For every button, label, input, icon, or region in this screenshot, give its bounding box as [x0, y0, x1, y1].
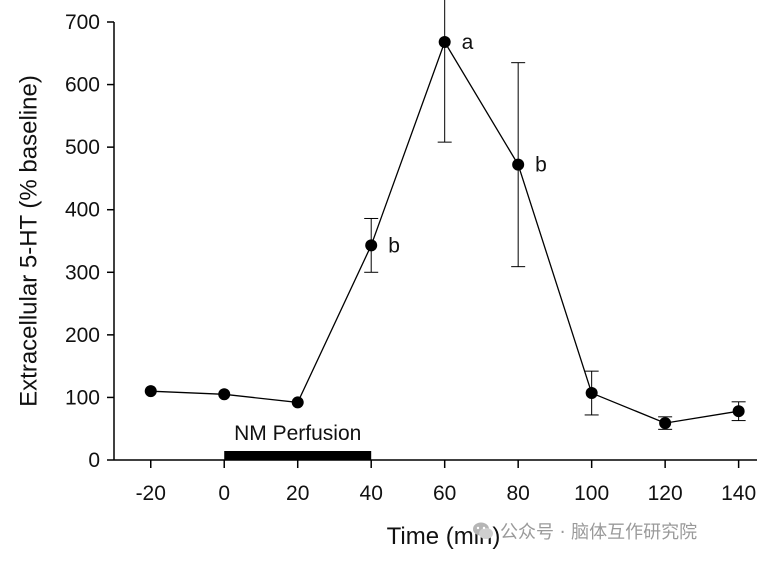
y-tick-label: 200: [65, 324, 100, 347]
x-tick-label: 20: [286, 482, 309, 505]
y-axis-title: Extracellular 5-HT (% baseline): [15, 75, 42, 407]
data-point: [291, 396, 304, 409]
data-point: [144, 385, 157, 398]
x-tick-label: -20: [136, 482, 166, 505]
x-tick-label: 140: [721, 482, 756, 505]
significance-label: a: [462, 31, 474, 54]
x-tick-label: 40: [360, 482, 383, 505]
data-point: [218, 388, 231, 401]
x-tick-label: 60: [433, 482, 456, 505]
x-tick-label: 0: [218, 482, 230, 505]
watermark-text: 公众号 · 脑体互作研究院: [500, 522, 698, 543]
x-tick-label: 80: [506, 482, 529, 505]
y-tick-label: 600: [65, 74, 100, 97]
x-axis-ticks: -20 0 20 40 60 80 100 120 140: [136, 460, 756, 505]
data-point: [659, 417, 672, 430]
data-series: b a b: [144, 0, 746, 430]
y-tick-label: 400: [65, 199, 100, 222]
data-point: [438, 36, 451, 49]
watermark: 公众号 · 脑体互作研究院: [472, 518, 697, 544]
data-point: [365, 239, 378, 252]
data-point: [732, 405, 745, 418]
y-tick-label: 500: [65, 136, 100, 159]
data-point: [585, 387, 598, 400]
y-tick-label: 0: [88, 449, 100, 472]
axes: [113, 22, 757, 461]
y-tick-label: 100: [65, 386, 100, 409]
x-tick-label: 120: [648, 482, 683, 505]
y-tick-label: 300: [65, 261, 100, 284]
data-point: [512, 158, 525, 171]
perfusion-bar: [224, 451, 372, 460]
wechat-icon: [473, 522, 493, 539]
perfusion-label: NM Perfusion: [234, 422, 361, 445]
x-tick-label: 100: [574, 482, 609, 505]
y-tick-label: 700: [65, 11, 100, 34]
significance-label: b: [388, 234, 400, 257]
perfusion-period: NM Perfusion: [224, 422, 372, 460]
significance-label: b: [535, 154, 547, 177]
y-axis-ticks: 0 100 200 300 400 500 600 700: [65, 11, 114, 472]
